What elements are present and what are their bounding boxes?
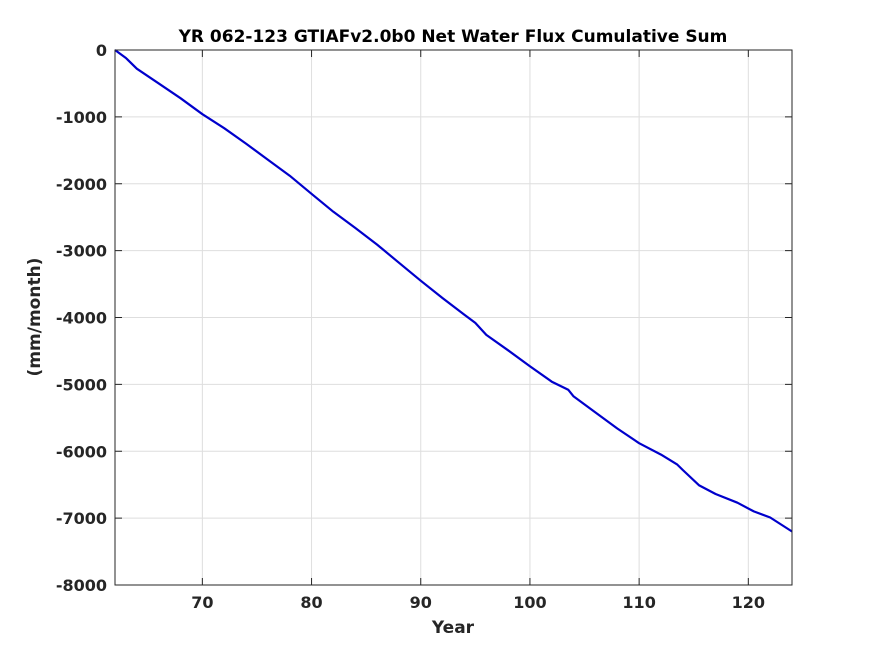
y-tick-label: -7000 (56, 509, 107, 528)
y-tick-labels: 0 -1000 -2000 -3000 -4000 -5000 -6000 -7000 -800… (56, 41, 107, 595)
y-tick-label: -1000 (56, 108, 107, 127)
x-tick-label: 100 (513, 593, 546, 612)
x-tick-label: 70 (191, 593, 213, 612)
x-tick-label: 110 (622, 593, 655, 612)
x-tick-label: 80 (300, 593, 322, 612)
plot-frame (114, 49, 793, 586)
chart-title: YR 062-123 GTIAFv2.0b0 Net Water Flux Cu… (178, 27, 728, 47)
y-tick-label: -3000 (56, 242, 107, 261)
data-line (114, 49, 793, 533)
y-tick-label: -5000 (56, 375, 107, 394)
y-tick-label: -4000 (56, 309, 107, 328)
ticks (115, 49, 792, 586)
x-tick-label: 90 (410, 593, 432, 612)
y-tick-label: -2000 (56, 175, 107, 194)
y-tick-label: -8000 (56, 576, 107, 595)
x-tick-label: 120 (732, 593, 765, 612)
grid (115, 50, 792, 585)
y-tick-label: -6000 (56, 442, 107, 461)
x-tick-labels: 70 80 90 100 110 120 (191, 593, 765, 612)
y-tick-label: 0 (96, 41, 107, 60)
x-axis-title: Year (431, 618, 475, 638)
y-axis-title: (mm/month) (25, 258, 45, 377)
